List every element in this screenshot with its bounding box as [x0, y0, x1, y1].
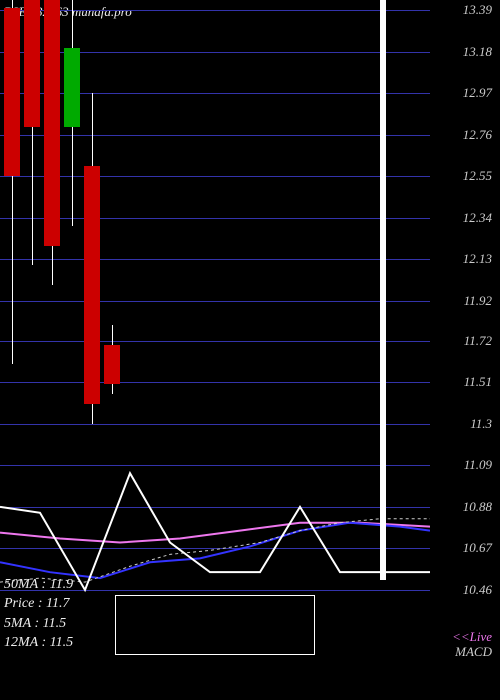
macd-label: MACD: [455, 644, 492, 660]
live-label: <<Live: [452, 629, 492, 645]
y-tick-label: 13.39: [463, 2, 492, 18]
gridline: [0, 10, 430, 11]
ma-info-box: 50MA : 11.9 Price : 11.7 5MA : 11.5 12MA…: [0, 573, 77, 655]
candle-body: [44, 0, 60, 246]
live-preview-box: [115, 595, 315, 655]
y-tick-label: 12.13: [463, 251, 492, 267]
y-tick-label: 12.97: [463, 85, 492, 101]
price-text: Price : 11.7: [4, 594, 73, 614]
candlestick-chart: BSE 532063 munafa.pro 13.39 13.18 12.97 12.…: [0, 0, 500, 700]
y-tick-label: 11.51: [464, 374, 492, 390]
ma12-text: 12MA : 11.5: [4, 633, 73, 653]
price-marker-bar: [380, 0, 386, 580]
y-tick-label: 10.67: [463, 540, 492, 556]
y-tick-label: 12.55: [463, 168, 492, 184]
y-tick-label: 13.18: [463, 44, 492, 60]
ma-line: [0, 523, 430, 543]
candle-body: [104, 345, 120, 385]
gridline: [0, 548, 430, 549]
candle-body: [64, 48, 80, 127]
gridline: [0, 382, 430, 383]
plot-area: BSE 532063 munafa.pro: [0, 0, 430, 620]
gridline: [0, 218, 430, 219]
y-tick-label: 10.46: [463, 582, 492, 598]
gridline: [0, 259, 430, 260]
gridline: [0, 507, 430, 508]
y-tick-label: 12.34: [463, 210, 492, 226]
candle-body: [4, 8, 20, 176]
gridline: [0, 424, 430, 425]
gridline: [0, 465, 430, 466]
y-tick-label: 11.72: [464, 333, 492, 349]
y-tick-label: 11.3: [470, 416, 492, 432]
y-tick-label: 11.92: [464, 293, 492, 309]
y-tick-label: 12.76: [463, 127, 492, 143]
ma50-text: 50MA : 11.9: [4, 575, 73, 595]
y-tick-label: 10.88: [463, 499, 492, 515]
candle-body: [24, 0, 40, 127]
ma-line: [0, 523, 430, 578]
gridline: [0, 176, 430, 177]
gridline: [0, 301, 430, 302]
gridline: [0, 135, 430, 136]
gridline: [0, 341, 430, 342]
candle-body: [84, 166, 100, 404]
y-tick-label: 11.09: [464, 457, 492, 473]
ma5-text: 5MA : 11.5: [4, 614, 73, 634]
